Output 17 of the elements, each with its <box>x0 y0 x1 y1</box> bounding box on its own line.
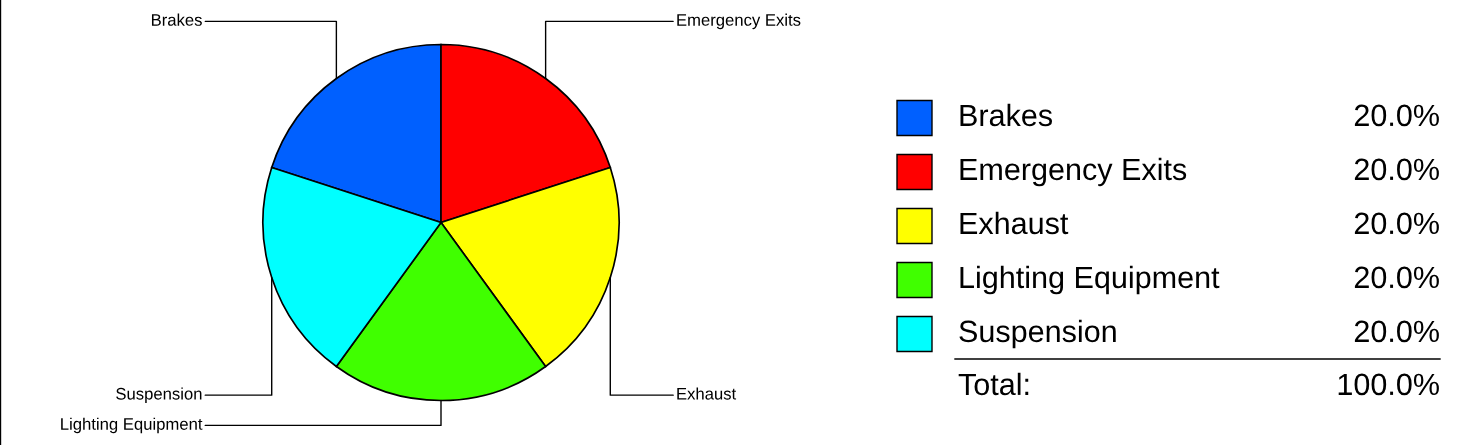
data-label: 20.0% <box>1354 158 1439 181</box>
slice-label: Brakes <box>151 13 202 26</box>
data-label: 20.0% <box>1354 320 1439 343</box>
data-label: 20.0% <box>1354 212 1439 235</box>
slice-label: Emergency Exits <box>677 13 801 30</box>
legend-label: Brakes <box>960 103 1052 127</box>
slice-label: Suspension <box>116 387 202 403</box>
legend-label: Emergency Exits <box>960 157 1187 187</box>
slice-label: Lighting Equipment <box>61 417 203 434</box>
legend-label: Suspension <box>959 319 1116 349</box>
legend-label: Exhaust <box>960 211 1069 235</box>
legend-label: Lighting Equipment <box>960 265 1220 295</box>
slice-label: Exhaust <box>677 387 737 400</box>
text: Total: <box>958 372 1029 396</box>
data-label: 20.0% <box>1354 266 1439 289</box>
data-label: 20.0% <box>1354 104 1439 127</box>
text: 100.0% <box>1338 373 1439 396</box>
